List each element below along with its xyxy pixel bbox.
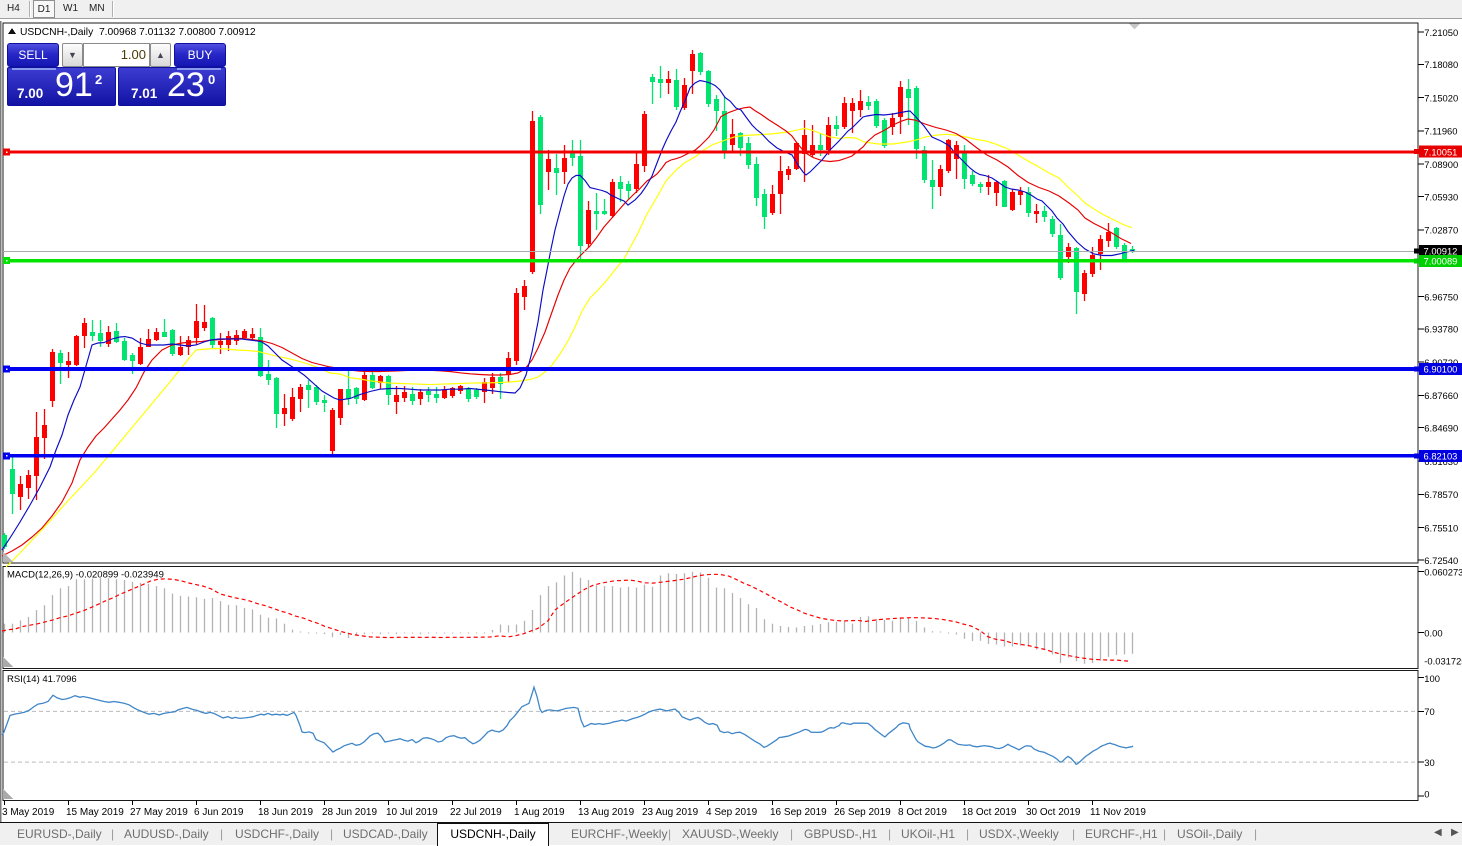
svg-text:18 Jun 2019: 18 Jun 2019	[258, 807, 313, 818]
svg-text:7.00912: 7.00912	[1424, 245, 1458, 256]
svg-text:0: 0	[1424, 788, 1429, 799]
svg-text:6.72540: 6.72540	[1424, 555, 1458, 566]
svg-text:28 Jun 2019: 28 Jun 2019	[322, 807, 377, 818]
svg-text:30: 30	[1424, 757, 1434, 768]
svg-text:7.10051: 7.10051	[1424, 146, 1458, 157]
svg-text:18 Oct 2019: 18 Oct 2019	[962, 807, 1017, 818]
svg-text:-0.031725: -0.031725	[1424, 656, 1462, 667]
svg-text:6.75510: 6.75510	[1424, 522, 1458, 533]
svg-text:10 Jul 2019: 10 Jul 2019	[386, 807, 438, 818]
svg-text:7.18080: 7.18080	[1424, 59, 1458, 70]
svg-text:6.82103: 6.82103	[1424, 450, 1458, 461]
svg-text:7.15020: 7.15020	[1424, 92, 1458, 103]
svg-text:6.93780: 6.93780	[1424, 324, 1458, 335]
svg-text:8 Oct 2019: 8 Oct 2019	[898, 807, 947, 818]
svg-text:0.00: 0.00	[1424, 627, 1442, 638]
svg-text:15 May 2019: 15 May 2019	[66, 807, 124, 818]
svg-text:6.78570: 6.78570	[1424, 489, 1458, 500]
svg-text:3 May 2019: 3 May 2019	[2, 807, 55, 818]
svg-text:22 Jul 2019: 22 Jul 2019	[450, 807, 502, 818]
svg-text:MACD(12,26,9) -0.020899 -0.023: MACD(12,26,9) -0.020899 -0.023949	[7, 570, 164, 581]
svg-text:6.90720: 6.90720	[1424, 357, 1458, 368]
svg-text:7.02870: 7.02870	[1424, 225, 1458, 236]
svg-text:6.90100: 6.90100	[1424, 364, 1458, 375]
svg-text:7.08900: 7.08900	[1424, 159, 1458, 170]
svg-text:7.21050: 7.21050	[1424, 27, 1458, 38]
svg-text:7.00089: 7.00089	[1424, 255, 1458, 266]
svg-text:6.96750: 6.96750	[1424, 291, 1458, 302]
svg-text:13 Aug 2019: 13 Aug 2019	[578, 807, 635, 818]
svg-text:6.87660: 6.87660	[1424, 390, 1458, 401]
svg-text:RSI(14) 41.7096: RSI(14) 41.7096	[7, 674, 77, 685]
svg-text:30 Oct 2019: 30 Oct 2019	[1026, 807, 1081, 818]
svg-text:7.05930: 7.05930	[1424, 191, 1458, 202]
svg-text:1 Aug 2019: 1 Aug 2019	[514, 807, 565, 818]
svg-text:23 Aug 2019: 23 Aug 2019	[642, 807, 699, 818]
svg-text:70: 70	[1424, 706, 1434, 717]
svg-text:27 May 2019: 27 May 2019	[130, 807, 188, 818]
svg-text:7.11960: 7.11960	[1424, 126, 1457, 137]
svg-text:4 Sep 2019: 4 Sep 2019	[706, 807, 758, 818]
svg-text:0.060273: 0.060273	[1424, 566, 1462, 577]
svg-text:USDCNH-,Daily 7.00968 7.01132: USDCNH-,Daily 7.00968 7.01132 7.00800 7.…	[20, 27, 256, 38]
svg-text:6.84690: 6.84690	[1424, 423, 1458, 434]
svg-text:26 Sep 2019: 26 Sep 2019	[834, 807, 891, 818]
svg-text:6 Jun 2019: 6 Jun 2019	[194, 807, 244, 818]
svg-text:16 Sep 2019: 16 Sep 2019	[770, 807, 827, 818]
svg-text:100: 100	[1424, 673, 1440, 684]
svg-text:11 Nov 2019: 11 Nov 2019	[1090, 807, 1146, 818]
